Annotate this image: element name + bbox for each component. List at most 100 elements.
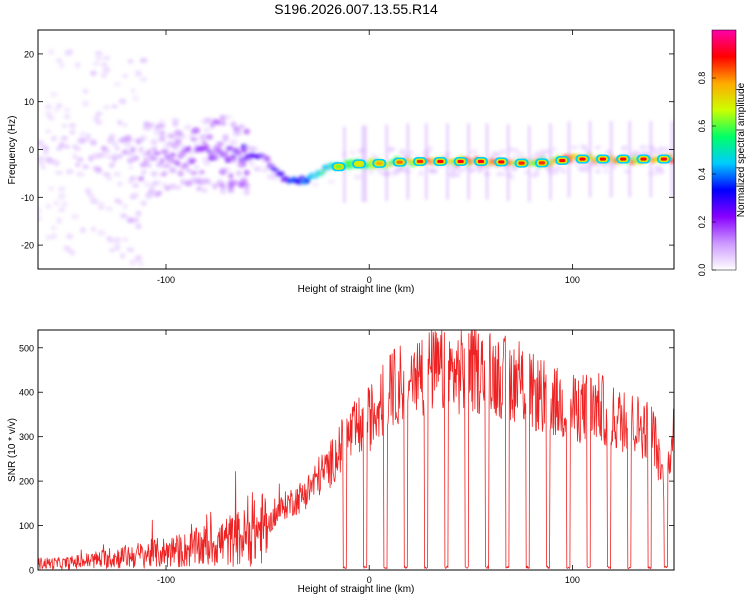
spectrogram-cell xyxy=(168,133,177,139)
spectrogram-cell xyxy=(663,146,670,154)
spectrogram-cell xyxy=(126,151,134,157)
spectrogram-cell xyxy=(168,167,177,174)
colorbar-ticks: 0.0 0.2 0.4 0.6 0.8 xyxy=(697,72,716,276)
spectrogram-cell xyxy=(55,57,63,64)
spectrogram-cell xyxy=(200,134,209,140)
spectrogram-y-ticks: -20 -10 0 10 20 xyxy=(21,49,674,251)
spectrogram-cell xyxy=(97,201,105,207)
spectrogram-cell xyxy=(79,131,86,137)
snr-y-label: SNR (10 * v/v) xyxy=(7,418,18,482)
spectrogram-cell xyxy=(233,179,239,186)
spectrogram-cell xyxy=(103,147,111,155)
spectrogram-cell xyxy=(295,179,304,185)
spectrogram-cell xyxy=(81,163,90,170)
spectrogram-cell xyxy=(498,160,505,164)
spectrogram-cell xyxy=(243,169,250,176)
spectrogram-cell xyxy=(153,131,161,137)
spectrogram-cell xyxy=(56,217,63,225)
spectrogram-cell xyxy=(53,200,60,207)
spectrogram-cell xyxy=(121,73,129,79)
spectrogram-cell xyxy=(349,149,356,156)
spectrogram-cell xyxy=(114,146,120,151)
spectrogram-cell xyxy=(312,181,319,188)
spectrogram-cell xyxy=(88,155,94,162)
y-tick-label: 100 xyxy=(19,521,34,531)
spectrogram-cell xyxy=(538,161,546,165)
spectrogram-cell xyxy=(138,260,144,267)
spectrogram-cell xyxy=(174,139,182,145)
spectrogram-cell xyxy=(265,155,271,163)
spectrogram-cell xyxy=(139,76,148,82)
spectrogram-cell xyxy=(144,192,153,199)
spectrogram-cell xyxy=(100,62,108,68)
spectrogram-cell xyxy=(406,149,414,156)
spectrogram-cell xyxy=(89,70,98,76)
spectrogram-cell xyxy=(146,162,152,169)
spectrogram-cell xyxy=(122,213,128,219)
spectrogram-cell xyxy=(132,155,140,162)
spectrogram-cell xyxy=(512,153,521,159)
spectrogram-cell xyxy=(594,145,602,150)
spectrogram-cell xyxy=(53,159,60,167)
snr-x-ticks: -100 0 100 xyxy=(157,330,580,585)
spectrogram-y-label: Frequency (Hz) xyxy=(7,116,18,185)
spectrogram-cell xyxy=(117,153,123,160)
spectrogram-cell xyxy=(533,167,541,172)
spectrogram-cell xyxy=(528,155,536,161)
spectrogram-cell xyxy=(153,150,161,156)
spectrogram-cell xyxy=(130,87,136,94)
spectrogram-cell xyxy=(45,235,52,241)
spectrogram-cell xyxy=(219,183,227,190)
spectrogram-cell xyxy=(219,187,227,195)
spectrogram-x-label: Height of straight line (km) xyxy=(298,284,415,295)
spectrogram-x-ticks: -100 0 100 xyxy=(157,30,580,285)
spectrogram-cell xyxy=(119,252,126,259)
spectrogram-cell xyxy=(38,155,45,163)
spectrogram-cell xyxy=(45,129,52,134)
spectrogram-cell xyxy=(66,48,74,54)
spectrogram-cell xyxy=(116,119,123,126)
x-tick-label: -100 xyxy=(157,575,175,585)
spectrogram-cell xyxy=(251,146,259,151)
spectrogram-cell xyxy=(124,141,132,149)
spectrogram-cell xyxy=(298,175,307,181)
spectrogram-cell xyxy=(560,167,567,175)
spectrogram-cell xyxy=(327,178,336,185)
y-tick-label: 20 xyxy=(24,49,34,59)
spectrogram-cell xyxy=(248,159,256,167)
spectrogram-cell xyxy=(143,180,150,188)
spectrogram-cell xyxy=(81,100,90,107)
spectrogram-cell xyxy=(102,172,111,178)
y-tick-label: 300 xyxy=(19,432,34,442)
spectrogram-cell xyxy=(187,149,196,156)
spectrogram-cell xyxy=(84,137,92,142)
spectrogram-cell xyxy=(95,111,103,117)
spectrogram-cell xyxy=(396,160,403,164)
spectrogram-cell xyxy=(78,137,87,144)
spectrogram-cell xyxy=(159,131,166,136)
spectrogram-cell xyxy=(156,162,163,169)
spectrogram-cell xyxy=(570,145,578,150)
spectrogram-cell xyxy=(116,180,123,187)
spectrogram-cell xyxy=(82,88,89,95)
spectrogram-cell xyxy=(156,190,163,196)
spectrogram-cell xyxy=(134,71,143,77)
spectrogram-cell xyxy=(457,159,464,164)
spectrogram-cell xyxy=(620,145,629,151)
spectrogram-cell xyxy=(523,169,530,175)
spectrogram-cell xyxy=(237,124,246,129)
spectrogram-cell xyxy=(243,189,250,196)
spectrogram-cell xyxy=(118,98,127,105)
spectrogram-cell xyxy=(135,223,142,230)
spectrogram-cell xyxy=(162,170,168,177)
spectrogram-cell xyxy=(599,157,606,161)
spectrogram-cell xyxy=(640,157,647,161)
spectrogram-cell xyxy=(243,182,250,189)
y-tick-label: -20 xyxy=(21,241,34,251)
spectrogram-cell xyxy=(319,168,328,175)
snr-frame xyxy=(37,329,675,571)
spectrogram-cell xyxy=(110,140,119,147)
spectrogram-cell xyxy=(559,158,566,163)
